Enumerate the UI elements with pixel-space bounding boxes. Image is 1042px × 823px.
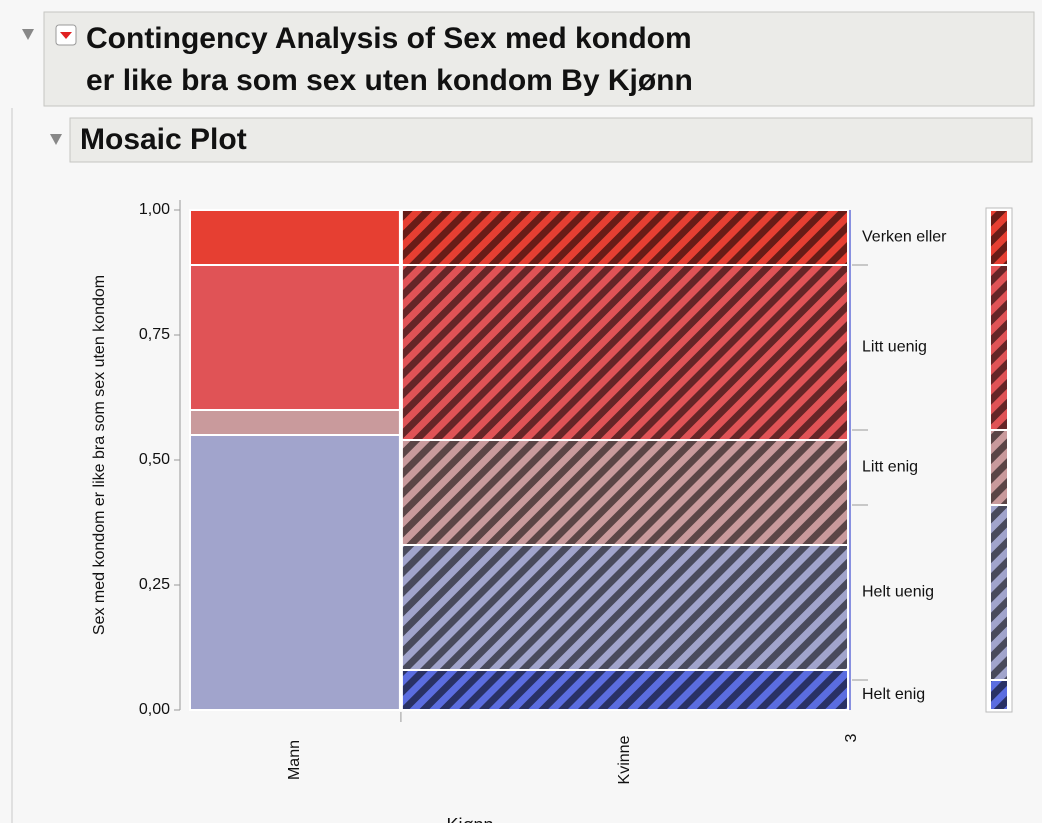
hatch-overlay bbox=[402, 441, 847, 544]
y-tick-label: 0,50 bbox=[139, 451, 170, 468]
red-triangle[interactable] bbox=[60, 32, 72, 39]
hatch-overlay bbox=[402, 266, 847, 439]
hatch-overlay bbox=[991, 431, 1007, 504]
section-box bbox=[69, 117, 1033, 163]
section-title: Mosaic Plot bbox=[80, 123, 247, 156]
y-tick-label: 1,00 bbox=[139, 201, 170, 218]
x-end-label: 3 bbox=[843, 733, 860, 742]
mosaic-cell bbox=[189, 434, 401, 711]
legend-label: Helt enig bbox=[862, 686, 925, 703]
disclosure-triangle[interactable] bbox=[50, 134, 62, 145]
mosaic-cell bbox=[189, 409, 401, 436]
x-axis-label: Kjønn bbox=[446, 815, 493, 823]
hatch-overlay bbox=[991, 506, 1007, 679]
y-axis-label: Sex med kondom er like bra som sex uten … bbox=[91, 275, 108, 635]
hatch-overlay bbox=[991, 211, 1007, 264]
mosaic-cell bbox=[189, 209, 401, 266]
legend-label: Helt uenig bbox=[862, 584, 934, 601]
hatch-overlay bbox=[991, 266, 1007, 429]
legend-label: Litt uenig bbox=[862, 339, 927, 356]
x-tick-label: Kvinne bbox=[616, 735, 633, 784]
disclosure-triangle[interactable] bbox=[22, 29, 34, 40]
y-tick-label: 0,75 bbox=[139, 326, 170, 343]
y-tick-label: 0,25 bbox=[139, 576, 170, 593]
hatch-overlay bbox=[402, 671, 847, 709]
hatch-overlay bbox=[991, 681, 1007, 709]
legend-label: Verken eller bbox=[862, 229, 947, 246]
title-box bbox=[43, 11, 1035, 107]
title: er like bra som sex uten kondom By Kjønn bbox=[86, 64, 693, 97]
hatch-overlay bbox=[402, 211, 847, 264]
legend-label: Litt enig bbox=[862, 459, 918, 476]
mosaic-cell bbox=[189, 264, 401, 411]
hatch-overlay bbox=[402, 546, 847, 669]
y-tick-label: 0,00 bbox=[139, 701, 170, 718]
title: Contingency Analysis of Sex med kondom bbox=[86, 22, 692, 55]
x-tick-label: Mann bbox=[286, 740, 303, 780]
